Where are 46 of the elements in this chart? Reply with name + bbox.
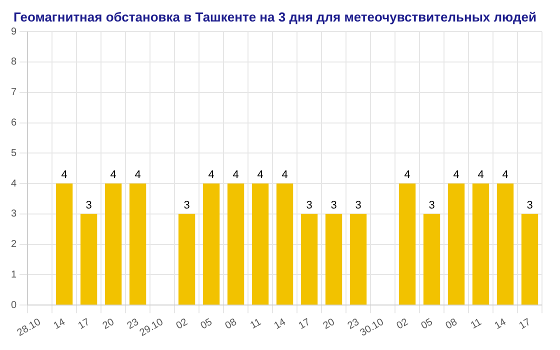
data-label: 3	[86, 199, 92, 212]
data-label: 4	[282, 169, 288, 182]
data-label: 4	[257, 169, 264, 182]
data-label: 3	[306, 199, 312, 212]
data-label: 4	[61, 169, 68, 182]
data-label: 4	[208, 169, 214, 182]
data-label: 3	[184, 199, 190, 212]
y-tick-label: 3	[11, 208, 17, 220]
y-tick-label: 2	[11, 239, 17, 250]
data-label: 4	[453, 169, 460, 182]
chart-title: Геомагнитная обстановка в Ташкенте на 3 дня для метеочувствительных людей	[14, 9, 536, 24]
x-tick-label: 17	[517, 316, 534, 332]
y-tick-label: 1	[11, 269, 17, 280]
y-tick-label: 7	[11, 87, 17, 98]
data-label: 4	[404, 169, 410, 182]
x-tick-label: 05	[199, 316, 215, 332]
x-tick-label: 14	[272, 316, 288, 332]
x-tick-label: 08	[224, 316, 240, 332]
x-tick-label: 17	[76, 316, 92, 332]
y-tick-label: 9	[11, 26, 17, 38]
x-tick-label: 08	[444, 316, 460, 332]
x-tick-label: 14	[52, 316, 68, 332]
x-tick-label: 17	[297, 316, 313, 332]
data-label: 3	[428, 199, 435, 212]
data-label: 4	[502, 169, 508, 182]
x-tick-label: 11	[469, 316, 484, 332]
data-label: 3	[330, 199, 337, 212]
data-label: 4	[232, 169, 239, 182]
x-tick-label: 14	[492, 316, 509, 332]
y-tick-label: 0	[11, 300, 17, 311]
x-tick-label: 02	[174, 316, 190, 332]
x-tick-label: 30.10	[358, 316, 386, 339]
x-tick-label: 05	[420, 316, 436, 332]
data-label: 4	[134, 169, 141, 182]
y-tick-label: 4	[11, 178, 17, 190]
x-tick-label: 20	[101, 316, 117, 332]
y-tick-label: 5	[11, 148, 17, 159]
data-label: 3	[526, 199, 533, 212]
y-tick-label: 8	[11, 56, 17, 68]
x-tick-label: 20	[322, 316, 338, 332]
data-label: 4	[478, 169, 484, 182]
data-label: 3	[355, 199, 362, 212]
y-tick-label: 6	[11, 118, 17, 129]
x-tick-label: 02	[395, 316, 411, 332]
x-tick-label: 11	[248, 316, 264, 332]
data-label: 4	[110, 169, 116, 182]
